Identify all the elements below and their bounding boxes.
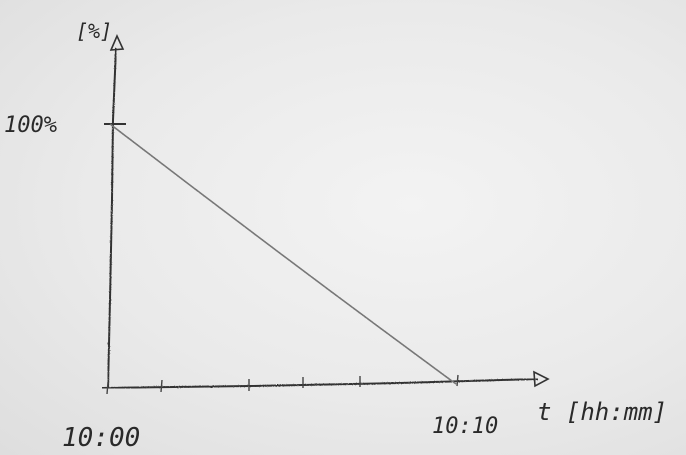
y-axis-label: [%] [76, 19, 112, 43]
series-line [109, 123, 457, 385]
x-tick [456, 374, 459, 387]
x-tick [160, 379, 163, 393]
y-axis [107, 47, 117, 389]
x-axis-label: t [hh:mm] [537, 398, 667, 426]
x-axis-ticks [106, 374, 459, 395]
x-tick [106, 381, 109, 395]
x-axis-arrow [533, 370, 550, 388]
x-tick-label-end: 10:10 [432, 414, 498, 439]
x-axis [101, 378, 539, 389]
y-axis-arrow [109, 34, 125, 51]
x-tick-label-start: 10:00 [62, 423, 140, 453]
y-tick-label-100: 100% [4, 113, 57, 138]
